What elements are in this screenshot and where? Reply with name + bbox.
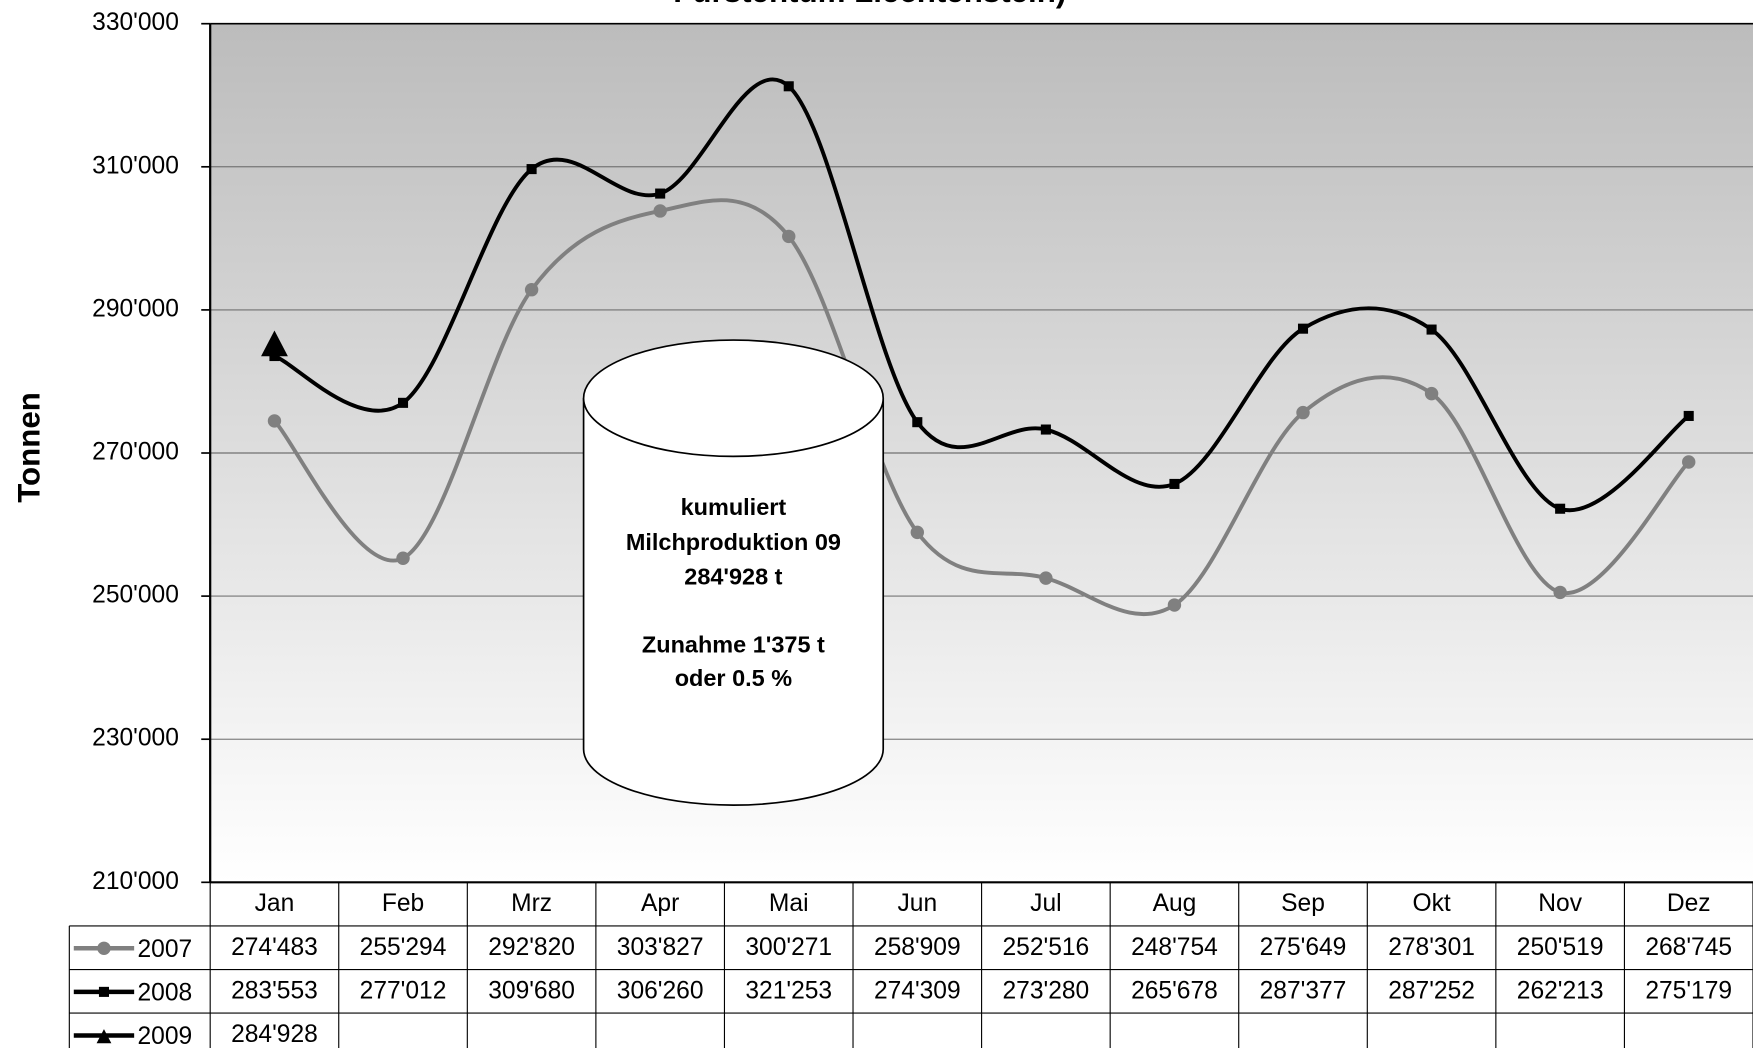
table-value: 287'377 (1260, 977, 1347, 1004)
marker (526, 164, 537, 175)
x-tick-label: Mai (769, 890, 809, 917)
marker (783, 81, 794, 92)
marker (1424, 386, 1439, 401)
marker (1555, 503, 1566, 514)
y-tick-label: 210'000 (92, 868, 179, 895)
table-value: 300'271 (745, 934, 832, 961)
table-value: 268'745 (1645, 934, 1732, 961)
legend-marker (98, 986, 110, 997)
marker (1296, 405, 1310, 420)
table-value: 277'012 (360, 977, 447, 1004)
legend-label: 2007 (138, 936, 193, 963)
marker (398, 397, 409, 408)
marker (524, 283, 539, 297)
table-value: 274'483 (231, 934, 318, 961)
x-tick-label: Feb (382, 890, 424, 917)
x-tick-label: Jun (897, 890, 937, 917)
x-tick-label: Apr (641, 890, 679, 917)
annotation-text: kumuliert (681, 494, 787, 520)
x-tick-label: Jan (255, 890, 295, 917)
annotation-text: oder 0.5 % (675, 665, 793, 691)
table-value: 258'909 (874, 934, 961, 961)
table-value: 275'649 (1260, 934, 1347, 961)
marker (782, 229, 796, 244)
marker (1169, 478, 1180, 489)
legend-label: 2009 (138, 1023, 193, 1048)
legend-marker (97, 941, 111, 955)
marker (1683, 410, 1694, 421)
marker (1682, 455, 1696, 469)
y-tick-label: 310'000 (92, 152, 179, 179)
marker (1297, 323, 1309, 334)
marker (267, 414, 282, 428)
table-value: 283'553 (231, 977, 318, 1004)
table-value: 252'516 (1003, 934, 1090, 961)
x-tick-label: Sep (1281, 890, 1325, 917)
legend-marker (96, 1029, 112, 1044)
marker (1167, 598, 1182, 612)
y-axis-label: Tonnen (12, 392, 47, 503)
table-value: 248'754 (1131, 934, 1218, 961)
table-value: 273'280 (1003, 977, 1090, 1004)
x-tick-label: Aug (1153, 890, 1197, 917)
table-value: 262'213 (1517, 977, 1604, 1004)
table-value: 255'294 (360, 934, 447, 961)
marker (1040, 424, 1051, 435)
annotation-text: Milchproduktion 09 (626, 529, 841, 555)
cylinder-body (582, 398, 885, 806)
x-tick-label: Jul (1030, 890, 1061, 917)
table-value: 287'252 (1388, 977, 1475, 1004)
x-tick-label: Dez (1667, 890, 1711, 917)
annotation-text: 284'928 t (684, 563, 782, 589)
series-line (273, 198, 1691, 617)
marker (655, 188, 666, 199)
table-value: 309'680 (488, 977, 575, 1004)
y-tick-label: 290'000 (92, 295, 179, 322)
cylinder-top (582, 339, 885, 458)
chart-title: Fürstentum Liechtenstein) (673, 0, 1066, 9)
marker (653, 204, 667, 218)
table-value: 265'678 (1131, 977, 1218, 1004)
y-tick-label: 230'000 (92, 725, 179, 752)
series-line (273, 77, 1690, 513)
marker (1426, 324, 1437, 335)
table-value: 278'301 (1388, 934, 1475, 961)
table-value: 321'253 (745, 977, 832, 1004)
marker (910, 525, 925, 540)
marker (1039, 571, 1053, 585)
marker (1553, 585, 1567, 600)
marker (261, 330, 288, 357)
legend-label: 2008 (138, 980, 193, 1007)
y-tick-label: 270'000 (92, 439, 179, 466)
annotation-text: Zunahme 1'375 t (642, 632, 825, 658)
table-value: 306'260 (617, 977, 704, 1004)
table-value: 275'179 (1645, 977, 1732, 1004)
table-value: 274'309 (874, 977, 961, 1004)
annotation: kumuliert Milchproduktion 09 284'928 t Zuna… (582, 339, 885, 806)
table-value: 284'928 (231, 1021, 318, 1048)
marker (912, 417, 923, 428)
table-value: 303'827 (617, 934, 704, 961)
x-tick-label: Nov (1538, 890, 1582, 917)
x-tick-label: Okt (1412, 890, 1450, 917)
y-tick-label: 250'000 (92, 582, 179, 609)
table-value: 292'820 (488, 934, 575, 961)
x-tick-label: Mrz (511, 890, 552, 917)
marker (396, 551, 410, 565)
table-value: 250'519 (1517, 934, 1604, 961)
y-tick-label: 330'000 (92, 9, 179, 36)
